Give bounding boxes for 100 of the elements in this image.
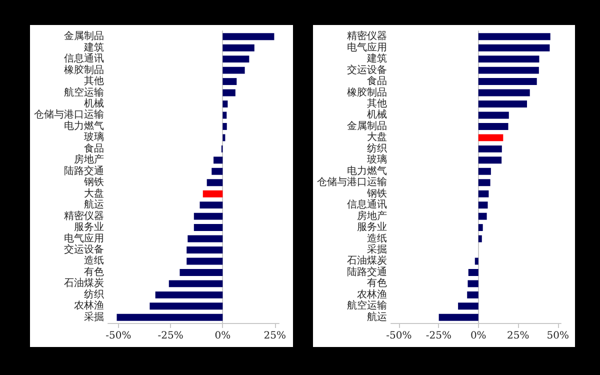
bar (194, 212, 223, 220)
bar (202, 190, 223, 198)
y-tick-label: 其他 (367, 98, 387, 110)
bar (438, 314, 478, 321)
bar (478, 235, 482, 242)
y-tick-label: 交运设备 (347, 64, 387, 76)
bar (474, 258, 478, 265)
bar (168, 280, 223, 288)
bar (478, 156, 502, 164)
bar (478, 78, 537, 86)
x-tick-label: 25% (506, 330, 530, 342)
y-tick-label: 有色 (84, 266, 104, 278)
y-tick-label: 采掘 (84, 310, 104, 323)
y-tick-label: 精密仪器 (64, 210, 104, 222)
y-tick-label: 电力燃气 (64, 120, 104, 132)
y-tick-label: 航运 (367, 310, 387, 323)
y-tick-label: 航空运输 (64, 86, 104, 98)
y-tick-label: 橡胶制品 (64, 64, 104, 76)
y-tick-label: 金属制品 (347, 120, 387, 132)
bar (478, 134, 504, 142)
x-tick-label: 0% (214, 330, 231, 342)
bar (222, 78, 237, 86)
y-tick-label: 仓储与港口运输 (317, 176, 387, 188)
bar (186, 246, 223, 254)
y-tick-label: 服务业 (74, 221, 104, 234)
bar (478, 179, 490, 186)
bar (188, 235, 223, 242)
y-tick-label: 电力燃气 (347, 164, 387, 177)
y-tick-label: 农林渔 (74, 300, 104, 312)
y-tick-label: 建筑 (366, 52, 387, 65)
x-tick-label: -25% (426, 330, 452, 342)
bar (155, 291, 223, 298)
bar (222, 100, 228, 108)
bar (478, 122, 508, 130)
x-tick-label: -25% (158, 330, 184, 342)
bar (222, 89, 236, 96)
y-tick-label: 信息通讯 (347, 198, 387, 211)
y-tick-label: 食品 (84, 142, 104, 154)
y-tick-label: 石油煤炭 (64, 277, 104, 290)
y-tick-label: 交运设备 (64, 244, 104, 256)
bar (194, 224, 223, 232)
bar (200, 202, 223, 209)
y-tick-label: 陆路交通 (64, 164, 104, 177)
y-tick-label: 石油煤炭 (347, 254, 387, 267)
y-tick-label: 其他 (84, 75, 104, 88)
bar (222, 33, 274, 40)
bar (222, 44, 254, 52)
y-tick-label: 航空运输 (347, 300, 387, 312)
y-tick-label: 信息通讯 (64, 52, 104, 65)
y-tick-label: 造纸 (367, 232, 387, 244)
y-tick-label: 陆路交通 (347, 266, 387, 278)
y-tick-label: 食品 (367, 75, 387, 88)
y-tick-label: 纺织 (84, 288, 104, 300)
bar (222, 134, 226, 142)
y-tick-label: 金属制品 (64, 30, 104, 42)
bar (478, 44, 550, 52)
x-tick-label: -50% (106, 330, 132, 342)
bar (458, 302, 478, 310)
y-tick-label: 钢铁 (83, 176, 104, 188)
bar (206, 179, 223, 186)
y-tick-label: 纺织 (367, 142, 387, 154)
y-tick-label: 玻璃 (367, 154, 387, 166)
y-tick-label: 电气应用 (64, 232, 104, 244)
y-tick-label: 玻璃 (84, 131, 104, 144)
y-tick-label: 造纸 (84, 254, 104, 267)
bar (214, 156, 223, 164)
y-tick-label: 房地产 (74, 154, 104, 166)
bar (467, 291, 478, 298)
bar (478, 190, 489, 198)
y-tick-label: 钢铁 (366, 187, 387, 200)
y-tick-label: 机械 (84, 98, 104, 110)
bar (468, 280, 478, 288)
bar (180, 268, 223, 276)
y-tick-label: 建筑 (83, 41, 104, 54)
bar (150, 302, 223, 310)
y-tick-label: 大盘 (367, 131, 387, 144)
y-tick-label: 机械 (367, 108, 387, 121)
bar (478, 100, 527, 108)
y-tick-label: 采掘 (367, 244, 387, 256)
bar (478, 224, 483, 232)
bar (478, 212, 487, 220)
bar (478, 66, 539, 74)
y-tick-label: 电气应用 (347, 41, 387, 54)
y-tick-label: 精密仪器 (347, 30, 387, 42)
bar (478, 33, 550, 40)
y-tick-label: 有色 (367, 277, 387, 290)
bar (478, 145, 502, 152)
y-tick-label: 橡胶制品 (347, 86, 387, 98)
y-tick-label: 大盘 (84, 187, 104, 200)
y-tick-label: 服务业 (357, 221, 387, 234)
bar (478, 112, 509, 119)
bar (222, 66, 245, 74)
bar (478, 89, 530, 96)
x-tick-label: 50% (546, 330, 569, 342)
y-tick-label: 房地产 (357, 210, 387, 222)
bar (116, 314, 223, 321)
bar (212, 168, 223, 175)
y-tick-label: 农林渔 (357, 288, 387, 300)
x-tick-label: 0% (470, 330, 486, 342)
bar (186, 258, 223, 265)
